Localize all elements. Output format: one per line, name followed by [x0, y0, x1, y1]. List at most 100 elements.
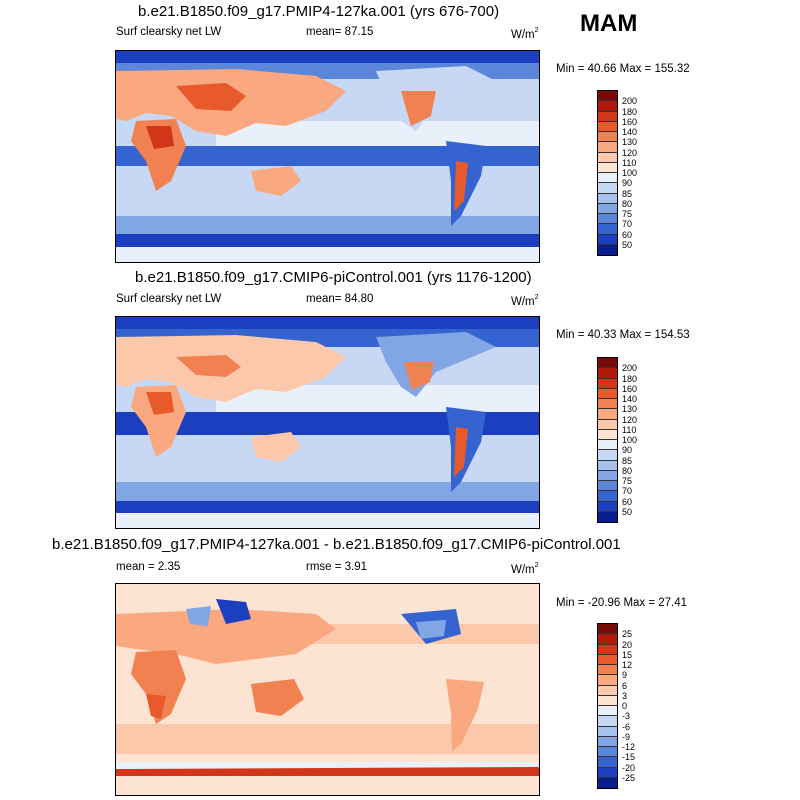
colorbar-tick-label: 20 [622, 639, 633, 650]
panel1-map [115, 50, 540, 263]
panel3-map [115, 583, 540, 796]
colorbar-tick-label: 75 [622, 209, 633, 219]
colorbar-tick-label: 80 [622, 465, 633, 476]
colorbar-segment [598, 152, 617, 163]
panel3-mean-label: mean = 2.35 [116, 561, 181, 573]
colorbar-segment [598, 491, 617, 502]
colorbar-segment [598, 101, 617, 112]
colorbar-tick-label: 180 [622, 106, 638, 117]
colorbar-segment [598, 214, 617, 225]
colorbar-tick-label: 110 [622, 424, 637, 435]
colorbar-tick-label: 15 [622, 649, 633, 660]
colorbar-segment [598, 193, 617, 204]
colorbar-segment [598, 450, 617, 461]
panel2-title: b.e21.B1850.f09_g17.CMIP6-piControl.001 … [135, 269, 532, 286]
colorbar-tick-label: 130 [622, 404, 638, 415]
panel3-unit-label: W/m2 [511, 562, 539, 576]
season-label: MAM [580, 10, 638, 37]
panel1-title: b.e21.B1850.f09_g17.PMIP4-127ka.001 (yrs… [138, 3, 500, 20]
colorbar-segment [598, 685, 617, 696]
colorbar-tick-label: 50 [622, 239, 633, 250]
colorbar-segment [598, 358, 617, 369]
colorbar-tick-label: 3 [622, 690, 628, 701]
colorbar-segment [598, 695, 617, 706]
panel1-variable-label: Surf clearsky net LW [116, 26, 222, 38]
colorbar-segment [598, 378, 617, 389]
colorbar-tick-label: 200 [622, 96, 638, 107]
colorbar-tick-label: 160 [622, 116, 638, 127]
colorbar-segment [598, 736, 617, 747]
colorbar-tick-label: 120 [622, 147, 638, 158]
colorbar-segment [598, 388, 617, 399]
colorbar-segment [598, 399, 617, 410]
colorbar-segment [598, 368, 617, 379]
colorbar-segment [598, 429, 617, 440]
colorbar-segment [598, 624, 617, 635]
colorbar-segment [598, 644, 617, 655]
colorbar-tick-label: 180 [622, 373, 638, 384]
panel2-minmax: Min = 40.33 Max = 154.53 [556, 329, 690, 341]
colorbar-segment [598, 183, 617, 194]
panel2-colorbar [597, 357, 618, 523]
colorbar-tick-label: -20 [622, 762, 636, 773]
colorbar-tick-label: 80 [622, 198, 633, 209]
colorbar-tick-label: 70 [622, 219, 633, 230]
colorbar-tick-label: 90 [622, 445, 633, 456]
colorbar-tick-label: 9 [622, 670, 628, 681]
panel1-mean-label: mean= 87.15 [306, 26, 374, 38]
colorbar-tick-label: 120 [622, 414, 638, 425]
colorbar-tick-label: 130 [622, 137, 638, 148]
colorbar-segment [598, 111, 617, 122]
colorbar-segment [598, 634, 617, 645]
colorbar-segment [598, 440, 617, 451]
colorbar-tick-label: 90 [622, 178, 633, 189]
colorbar-tick-label: 110 [622, 157, 637, 168]
colorbar-segment [598, 244, 617, 255]
colorbar-tick-label: -9 [622, 731, 631, 742]
colorbar-tick-label: 6 [622, 680, 628, 691]
colorbar-segment [598, 409, 617, 420]
colorbar-segment [598, 162, 617, 173]
colorbar-tick-label: -3 [622, 711, 631, 722]
colorbar-tick-label: 12 [622, 660, 633, 670]
colorbar-segment [598, 501, 617, 512]
panel3-title: b.e21.B1850.f09_g17.PMIP4-127ka.001 - b.… [52, 536, 621, 553]
colorbar-tick-label: 50 [622, 506, 633, 517]
colorbar-segment [598, 767, 617, 778]
panel2-map-field [116, 317, 539, 528]
colorbar-segment [598, 91, 617, 102]
colorbar-tick-label: 25 [622, 629, 633, 640]
colorbar-tick-label: 60 [622, 229, 633, 240]
colorbar-segment [598, 481, 617, 492]
colorbar-tick-label: 140 [622, 394, 638, 404]
colorbar-segment [598, 234, 617, 245]
colorbar-segment [598, 665, 617, 676]
colorbar-segment [598, 726, 617, 737]
panel1-map-field [116, 51, 539, 262]
panel3-map-field [116, 584, 539, 795]
panel1-unit-label: W/m2 [511, 27, 539, 41]
colorbar-segment [598, 777, 617, 788]
panel1-minmax: Min = 40.66 Max = 155.32 [556, 63, 690, 75]
colorbar-tick-label: 75 [622, 476, 633, 486]
colorbar-segment [598, 121, 617, 132]
colorbar-segment [598, 460, 617, 471]
colorbar-tick-label: 100 [622, 435, 638, 445]
panel3-colorbar [597, 623, 618, 789]
colorbar-segment [598, 716, 617, 727]
colorbar-tick-label: -6 [622, 721, 631, 732]
colorbar-segment [598, 142, 617, 153]
colorbar-segment [598, 747, 617, 758]
panel2-unit-label: W/m2 [511, 294, 539, 308]
colorbar-tick-label: -15 [622, 752, 636, 763]
colorbar-segment [598, 654, 617, 665]
colorbar-tick-label: 0 [622, 701, 628, 711]
panel2-mean-label: mean= 84.80 [306, 293, 374, 305]
panel3-minmax: Min = -20.96 Max = 27.41 [556, 597, 688, 609]
colorbar-segment [598, 173, 617, 184]
colorbar-tick-label: 100 [622, 168, 638, 178]
colorbar-segment [598, 224, 617, 235]
colorbar-tick-label: 200 [622, 363, 638, 374]
panel2-map [115, 316, 540, 529]
panel2-variable-label: Surf clearsky net LW [116, 293, 222, 305]
